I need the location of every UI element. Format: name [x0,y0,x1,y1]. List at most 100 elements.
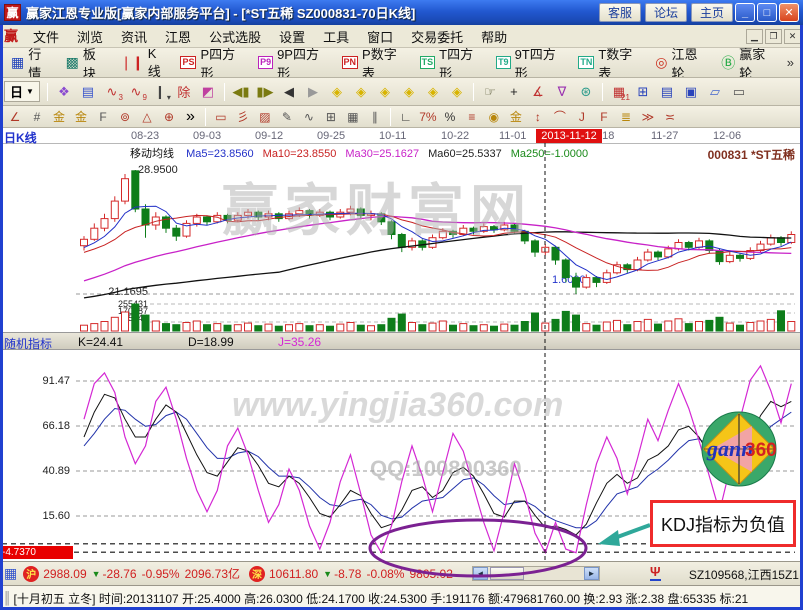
toolbar-9t-square-button[interactable]: T9 9T四方形 [489,48,571,78]
spiral-icon[interactable]: ⊚ [119,109,131,124]
menu-item-0[interactable]: 文件 [33,29,60,45]
menu-item-4[interactable]: 公式选股 [209,29,262,45]
scrollbar-thumb[interactable] [490,567,524,580]
wave9-icon[interactable]: ∿ 9 [130,83,147,102]
maximize-button[interactable]: □ [757,3,777,22]
gann-circle-icon[interactable]: ⊕ [163,109,175,124]
exrights-icon[interactable]: 除 [177,85,191,100]
menu-item-1[interactable]: 浏览 [77,29,104,45]
info-list-icon[interactable]: ▤ [81,83,95,99]
next-page-icon[interactable]: ▶ [307,83,318,99]
titlebar-button-0[interactable]: 客服 [598,3,641,22]
advance-icon[interactable]: ≫ [641,109,655,124]
f-angle-icon[interactable]: F [600,109,608,124]
zoom-star-icon[interactable]: ◈ [403,83,414,99]
toolbar-overflow-icon[interactable]: » [786,55,794,70]
minimize-button[interactable]: _ [735,3,755,22]
crosshair-icon[interactable]: + [510,84,518,99]
gold-line-icon[interactable]: 金 [509,110,522,124]
mdi-close-icon[interactable]: ✕ [784,28,801,44]
j-angle-icon[interactable]: J [578,109,585,124]
arc-tool-icon[interactable]: ⌒ [553,110,566,124]
toolbar-t-table-button[interactable]: TN T数字表 [571,48,648,77]
fibonacci-icon[interactable]: F [99,109,107,124]
pitchfork-icon[interactable]: ∠ [9,109,21,124]
toolbar-gann-wheel-button[interactable]: ◎ 江恩轮 [648,48,714,77]
gann-box-icon[interactable]: △ [142,109,152,124]
first-page-icon[interactable]: ◀▮ [232,83,250,99]
ray-lines-icon[interactable]: 彡 [236,110,249,124]
gann-fan-icon[interactable]: ∇ [557,83,567,99]
multi-view-icon[interactable]: ❖ [58,83,70,99]
save-icon[interactable]: ▣ [684,83,698,99]
shaded-box-icon[interactable]: ▨ [259,109,271,124]
kline-chart-canvas[interactable]: 日K线 2013-11-12 08-23 09-03 09-12 09-25 10-11… [0,128,803,578]
gold-section-icon[interactable]: 金 [52,110,65,124]
percent7-icon[interactable]: 7% [419,109,437,124]
measure-angle-icon[interactable]: ∟ [400,109,412,124]
last-page-icon[interactable]: ▮▶ [256,83,274,99]
menu-item-5[interactable]: 设置 [279,29,306,45]
toolbar-p-table-button[interactable]: PN P数字表 [335,48,413,77]
scroll-left-icon[interactable]: ◄ [473,567,488,580]
titlebar-button-2[interactable]: 主页 [690,3,733,22]
gold-channel-icon[interactable]: 金 [74,110,87,124]
rect-draw-icon[interactable]: ▭ [215,109,227,124]
kdj-scale-0: 91.47 [42,375,70,387]
draw-overflow-icon[interactable]: » [186,107,195,125]
capture-icon[interactable]: ▱ [709,83,720,99]
ma-value-2: Ma30=25.1627 [345,148,420,160]
period-selector[interactable]: 日 ▼ [4,81,40,102]
wave3-icon[interactable]: ∿ 3 [106,83,123,102]
mdi-restore-icon[interactable]: ❐ [765,28,782,44]
print-icon[interactable]: ▭ [732,83,746,99]
candle-style-icon[interactable]: ❙ ▾ [154,83,171,102]
color-style-icon[interactable]: ◩ [201,83,215,99]
toolbar-kline-button[interactable]: ❘❙ K线 [113,48,173,77]
zoom-left-icon[interactable]: ◈ [331,83,342,99]
pattern-icon[interactable]: ⊛ [580,83,592,99]
pencil-icon[interactable]: ✎ [281,109,292,124]
zoom-right-icon[interactable]: ◈ [355,83,366,99]
close-button[interactable]: ✕ [779,3,799,22]
toolbar-9p-square-button[interactable]: P9 9P四方形 [251,48,334,77]
zoom-h-icon[interactable]: ◈ [379,83,390,99]
watermark-site-name: 赢家财富网 [222,179,532,242]
zoom-in-icon[interactable]: ◈ [427,83,438,99]
toolbar-quotes-button[interactable]: ▦ 行情 [4,48,59,77]
hand-tool-icon[interactable]: ☞ [484,83,496,99]
toolbar-9t-square-label: 9T四方形 [514,48,556,78]
mdi-minimize-icon[interactable]: ▁ [746,28,763,44]
toolbar-t-square-button[interactable]: TS T四方形 [413,48,489,77]
percent-icon[interactable]: % [444,109,456,124]
menu-item-6[interactable]: 工具 [323,29,350,45]
band-tool-icon[interactable]: ≍ [664,109,675,124]
quote-grid-icon[interactable]: ▦ [4,565,18,581]
menu-item-7[interactable]: 窗口 [367,29,394,45]
grid-fine-icon[interactable]: ⊞ [325,109,336,124]
grid-coarse-icon[interactable]: ▦ [347,109,359,124]
calendar-icon[interactable]: ▦ 21 [612,83,630,102]
toolbar-winner-wheel-button[interactable]: Ⓑ 赢家轮 [714,48,782,77]
gold-grid-icon[interactable]: ≣ [620,109,631,124]
toolbar-p-square-button[interactable]: PS P四方形 [173,48,251,77]
prev-page-icon[interactable]: ◀ [283,83,294,99]
zoom-out-icon[interactable]: ◈ [451,83,462,99]
toolbar-sectors-button[interactable]: ▩ 板块 [59,48,114,77]
calculator-icon[interactable]: ⊞ [637,83,649,99]
menu-item-8[interactable]: 交易委托 [411,29,464,45]
menu-item-9[interactable]: 帮助 [481,29,508,45]
zigzag-line-icon[interactable]: ∿ [303,109,314,124]
hatch-lines-icon[interactable]: ∥ [371,109,378,124]
scroll-right-icon[interactable]: ► [584,567,599,580]
titlebar-button-1[interactable]: 论坛 [644,3,687,22]
notes-icon[interactable]: ▤ [660,83,674,99]
percent-lines-icon[interactable]: ≡ [468,109,476,124]
menu-item-3[interactable]: 江恩 [165,29,192,45]
angle-tool-icon[interactable]: ∡ [532,83,544,99]
horizontal-scrollbar[interactable]: ◄ ► [472,566,600,581]
gold-circle-icon[interactable]: ◉ [488,109,500,124]
ruler-grid-icon[interactable]: # [33,109,41,124]
menu-item-2[interactable]: 资讯 [121,29,148,45]
updown-arrow-icon[interactable]: ↕ [534,109,541,124]
